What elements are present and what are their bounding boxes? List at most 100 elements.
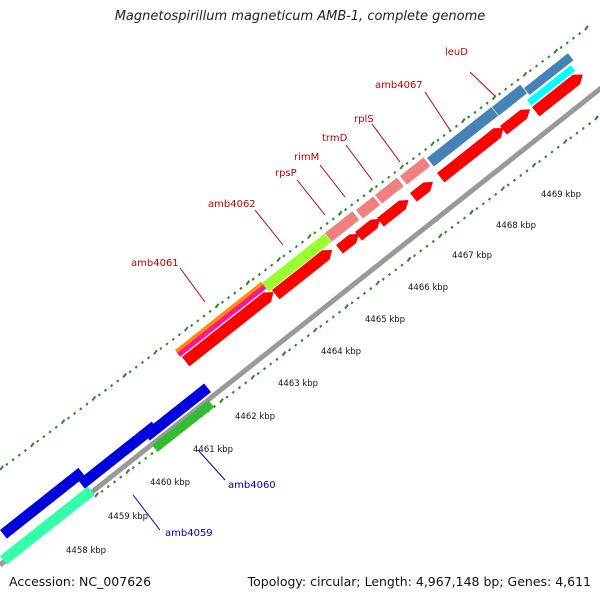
gene-label-leuD: leuD	[445, 47, 468, 58]
gc-dot	[60, 419, 66, 425]
map-title: Magnetospirillum magneticum AMB-1, compl…	[114, 9, 486, 24]
gc-dot	[337, 210, 343, 216]
gc-dot	[522, 71, 528, 77]
gc-dot	[256, 371, 260, 376]
gc-dot	[473, 110, 477, 114]
gc-dot	[565, 41, 569, 45]
scale-label: 4462 kbp	[235, 412, 275, 422]
gene-bar-blue	[143, 383, 211, 441]
gc-dot	[94, 492, 99, 498]
gc-dot	[387, 175, 391, 179]
gene-bar-amb4062	[262, 233, 332, 292]
gc-dot	[448, 129, 452, 133]
label-leader-line	[345, 144, 373, 181]
cds-arrow	[272, 249, 333, 300]
gc-dot	[300, 338, 304, 343]
gc-dot	[122, 372, 127, 378]
gc-dot	[239, 286, 243, 290]
gc-dot	[550, 150, 554, 154]
gc-dot	[219, 398, 224, 404]
gc-dot	[23, 448, 27, 453]
gc-dot	[112, 480, 117, 484]
cds-arrow	[336, 233, 360, 254]
gc-dot	[54, 425, 58, 429]
gc-dot	[368, 187, 374, 193]
gc-dot	[562, 138, 568, 145]
gc-dot	[212, 404, 217, 409]
gc-dot	[313, 231, 317, 235]
gc-dot	[140, 360, 144, 365]
gc-dot	[183, 326, 189, 332]
gc-dot	[425, 244, 429, 248]
gc-dot	[375, 280, 381, 286]
gc-dot	[405, 161, 409, 165]
gc-dot	[153, 349, 158, 355]
label-leader-line	[179, 267, 206, 303]
gc-dot	[287, 348, 292, 352]
scale-label: 4463 kbp	[278, 379, 318, 389]
gc-dot	[251, 277, 255, 281]
gc-dot	[196, 319, 200, 323]
gc-dot	[481, 202, 485, 206]
gene-bar-rplS	[400, 157, 431, 185]
gc-dot	[534, 64, 539, 68]
gc-dot	[584, 25, 589, 31]
gc-dot	[269, 362, 273, 366]
gc-dot	[578, 32, 582, 36]
gene-label-rpsP: rpsP	[275, 168, 297, 179]
gc-dot	[444, 230, 448, 234]
gc-dot	[454, 124, 458, 128]
gc-dot	[369, 287, 373, 291]
gene-label-trmD: trmD	[322, 133, 348, 144]
gc-dot	[276, 256, 281, 263]
gc-dot	[362, 291, 367, 295]
gc-dot	[134, 365, 138, 369]
gc-dot	[5, 462, 9, 466]
gc-dot	[331, 217, 335, 221]
gc-dot	[406, 256, 412, 262]
gc-dot	[11, 458, 15, 462]
gc-dot	[412, 254, 417, 258]
gc-dot	[306, 334, 310, 338]
genome-backbone	[0, 85, 600, 567]
gc-dot	[79, 407, 83, 411]
gc-dot	[456, 221, 460, 225]
scale-label: 4458 kbp	[66, 546, 106, 556]
gc-dot	[528, 69, 532, 73]
gc-dot	[485, 101, 489, 105]
gc-dot	[500, 186, 506, 192]
scale-label: 4469 kbp	[541, 190, 581, 200]
gc-dot	[270, 263, 274, 267]
gc-dot	[100, 489, 104, 493]
gc-dot	[110, 384, 114, 388]
gc-dot	[165, 342, 169, 346]
gc-dot	[250, 374, 256, 380]
gc-dot	[125, 468, 131, 475]
gene-label-amb4067: amb4067	[375, 80, 423, 91]
gc-dot	[541, 59, 545, 64]
gc-dot	[512, 178, 517, 182]
scale-label: 4465 kbp	[365, 315, 405, 325]
gc-dot	[571, 36, 575, 40]
cds-arrow	[532, 74, 583, 117]
gc-dot	[497, 92, 502, 96]
gc-dot	[475, 206, 479, 211]
gc-dot	[467, 115, 471, 119]
gc-dot	[144, 456, 148, 460]
gc-dot	[119, 475, 123, 479]
gc-dot	[220, 300, 224, 304]
gc-dot	[190, 323, 194, 328]
gc-dot	[531, 162, 537, 168]
gc-dot	[547, 55, 551, 59]
gene-label-amb4060: amb4060	[228, 480, 276, 491]
label-leader-line	[319, 164, 346, 198]
gc-dot	[575, 131, 579, 135]
gc-dot	[504, 87, 508, 91]
gc-dot	[461, 118, 466, 124]
gc-dot	[91, 395, 97, 402]
label-leader-line	[296, 179, 326, 216]
gc-dot	[257, 272, 261, 277]
gc-dot	[294, 245, 298, 249]
gc-dot	[319, 324, 323, 328]
gc-dot	[245, 280, 251, 286]
